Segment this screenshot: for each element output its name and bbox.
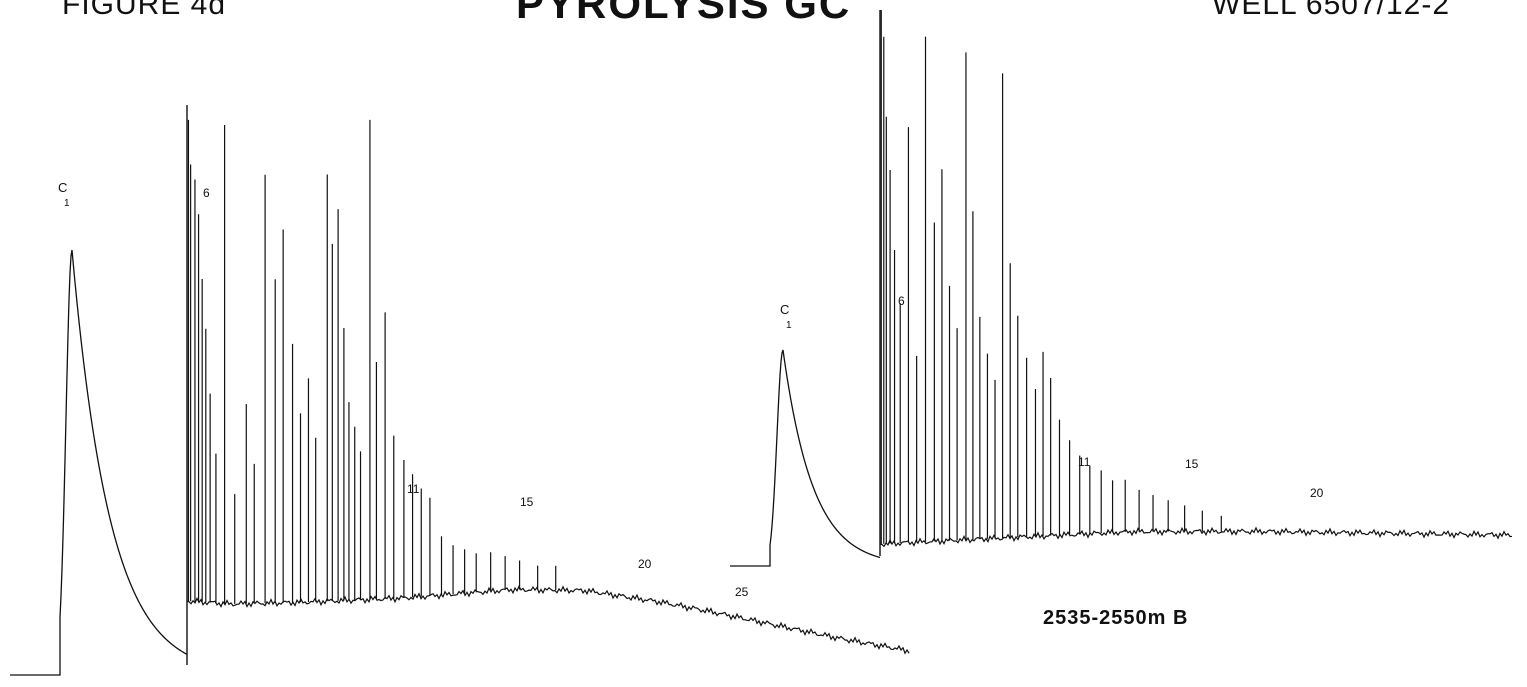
figure-label: FIGURE 4d bbox=[62, 0, 227, 21]
peak-label-c1: C bbox=[58, 180, 67, 195]
peak-label-6: 6 bbox=[203, 186, 210, 200]
peak-label-15: 15 bbox=[1185, 457, 1199, 471]
chromatogram-right: C 1 6 11 15 20 bbox=[730, 10, 1513, 567]
peak-label-6: 6 bbox=[898, 294, 905, 308]
peak-label-15: 15 bbox=[520, 495, 534, 509]
peak-label-11: 11 bbox=[1078, 455, 1091, 469]
c1-peak-trace bbox=[730, 349, 881, 567]
figure-title: PYROLYSIS GC bbox=[516, 0, 852, 27]
baseline-trace bbox=[186, 585, 910, 655]
peak-label-c1-subscript: 1 bbox=[64, 198, 70, 209]
baseline-trace bbox=[879, 526, 1513, 548]
peak-label-c1: C bbox=[780, 302, 789, 317]
peak-label-11: 11 bbox=[407, 482, 420, 496]
peak-label-20: 20 bbox=[1310, 486, 1324, 500]
peak-label-c1-subscript: 1 bbox=[786, 320, 792, 331]
sample-depth-label: 2535-2550m B bbox=[1043, 607, 1189, 629]
c1-peak-trace bbox=[10, 249, 188, 676]
well-label: WELL 6507/12-2 bbox=[1212, 0, 1451, 21]
chromatogram-left: C 1 6 11 15 20 25 bbox=[10, 105, 910, 676]
peak-label-25: 25 bbox=[735, 585, 749, 599]
peak-label-20: 20 bbox=[638, 557, 652, 571]
